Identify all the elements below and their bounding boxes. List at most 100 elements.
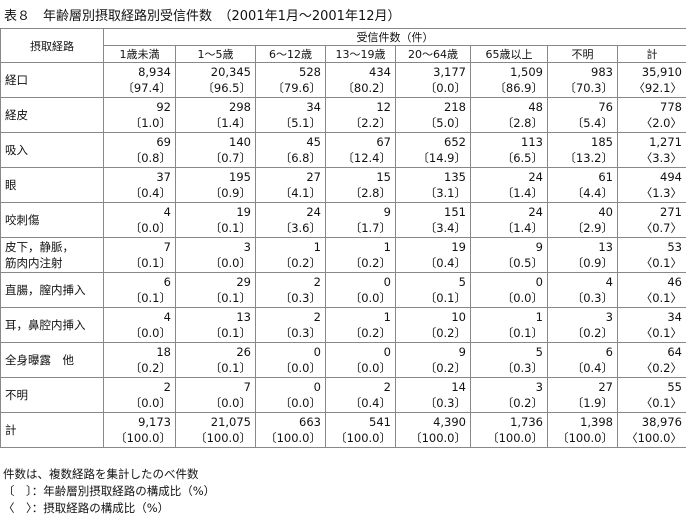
cell: 4 〔0.0〕 xyxy=(103,307,176,343)
ratio: 〔4.4〕 xyxy=(571,186,613,200)
cell: 20,345 〔96.5〕 xyxy=(175,62,256,98)
count: 37 xyxy=(156,170,171,184)
ratio: 〔0.4〕 xyxy=(571,361,613,375)
count: 652 xyxy=(444,135,466,149)
ratio: 〔0.1〕 xyxy=(424,291,466,305)
table-row: 全身曝露 他 18 〔0.2〕 26 〔0.1〕 0 〔0.0〕 0 〔0.0〕 9 〔0.2〕 5 〔… xyxy=(0,342,686,378)
corner-header: 摂取経路 xyxy=(0,28,104,63)
count: 140 xyxy=(229,135,251,149)
count: 151 xyxy=(444,205,466,219)
count: 0 xyxy=(313,345,321,359)
count: 663 xyxy=(299,415,321,429)
count: 1,271 xyxy=(649,135,682,149)
count: 135 xyxy=(444,170,466,184)
count: 26 xyxy=(236,345,251,359)
count: 271 xyxy=(660,205,682,219)
ratio: 〔2.9〕 xyxy=(571,221,613,235)
ratio: 〔0.1〕 xyxy=(209,326,251,340)
cell: 13 〔0.1〕 xyxy=(175,307,256,343)
ratio: 〔0.0〕 xyxy=(501,291,543,305)
count: 983 xyxy=(591,65,613,79)
row-label: 咬刺傷 xyxy=(0,202,104,238)
ratio: 〔0.2〕 xyxy=(571,326,613,340)
cell: 45 〔6.8〕 xyxy=(255,132,326,168)
count: 1,736 xyxy=(510,415,543,429)
cell: 2 〔0.0〕 xyxy=(103,377,176,413)
ratio: 〔1.7〕 xyxy=(349,221,391,235)
cell: 18 〔0.2〕 xyxy=(103,342,176,378)
cell: 9 〔1.7〕 xyxy=(325,202,396,238)
count: 19 xyxy=(236,205,251,219)
count: 2 xyxy=(383,380,391,394)
count: 13 xyxy=(236,310,251,324)
cell: 663 〔100.0〕 xyxy=(255,412,326,448)
count: 195 xyxy=(229,170,251,184)
ratio: 〔0.0〕 xyxy=(279,396,321,410)
ratio: 〔1.0〕 xyxy=(129,116,171,130)
ratio: 〔100.0〕 xyxy=(335,431,391,445)
cell: 24 〔1.4〕 xyxy=(470,167,548,203)
cell: 76 〔5.4〕 xyxy=(547,97,618,133)
cell: 5 〔0.3〕 xyxy=(470,342,548,378)
ratio: 〔3.4〕 xyxy=(424,221,466,235)
cell: 135 〔3.1〕 xyxy=(395,167,471,203)
cell: 4,390 〔100.0〕 xyxy=(395,412,471,448)
count: 2 xyxy=(313,275,321,289)
row-label: 全身曝露 他 xyxy=(0,342,104,378)
count: 35,910 xyxy=(641,65,682,79)
ratio: 〔100.0〕 xyxy=(557,431,613,445)
count: 92 xyxy=(156,100,171,114)
cell: 67 〔12.4〕 xyxy=(325,132,396,168)
count: 53 xyxy=(667,240,682,254)
ratio: 〔12.4〕 xyxy=(342,151,391,165)
count: 1,509 xyxy=(510,65,543,79)
column-header: 20～64歳 xyxy=(395,45,471,63)
cell: 34 〈0.1〉 xyxy=(617,307,686,343)
cell: 3 〔0.0〕 xyxy=(175,237,256,273)
count: 24 xyxy=(528,170,543,184)
cell: 8,934 〔97.4〕 xyxy=(103,62,176,98)
column-header: 13～19歳 xyxy=(325,45,396,63)
ratio: 〔0.0〕 xyxy=(129,396,171,410)
count: 1 xyxy=(535,310,543,324)
count: 0 xyxy=(313,380,321,394)
count: 5 xyxy=(535,345,543,359)
ratio: 〈0.7〉 xyxy=(640,221,682,235)
cell: 195 〔0.9〕 xyxy=(175,167,256,203)
cell: 29 〔0.1〕 xyxy=(175,272,256,308)
cell: 19 〔0.1〕 xyxy=(175,202,256,238)
count: 19 xyxy=(451,240,466,254)
count: 528 xyxy=(299,65,321,79)
cell: 38,976 〈100.0〉 xyxy=(617,412,686,448)
count: 1,398 xyxy=(580,415,613,429)
table-row: 計 9,173 〔100.0〕 21,075 〔100.0〕 663 〔100.0〕 541 〔… xyxy=(0,412,686,448)
ratio: 〈0.2〉 xyxy=(640,361,682,375)
cell: 13 〔0.9〕 xyxy=(547,237,618,273)
note: 〔 〕：年齢層別摂取経路の構成比（%） xyxy=(3,484,216,498)
count: 113 xyxy=(521,135,543,149)
table-row: 経口 8,934 〔97.4〕 20,345 〔96.5〕 528 〔79.6〕 434 〔80… xyxy=(0,62,686,98)
ratio: 〔97.4〕 xyxy=(122,81,171,95)
cell: 27 〔1.9〕 xyxy=(547,377,618,413)
group-header: 受信件数（件） xyxy=(103,28,686,46)
cell: 1,509 〔86.9〕 xyxy=(470,62,548,98)
ratio: 〔0.9〕 xyxy=(571,256,613,270)
ratio: 〔0.0〕 xyxy=(349,361,391,375)
table-row: 不明 2 〔0.0〕 7 〔0.0〕 0 〔0.0〕 2 〔0.4〕 14 〔0.3〕 3 〔0.2〕 2… xyxy=(0,377,686,413)
notes: 件数は、複数経路を集計したのべ件数〔 〕：年齢層別摂取経路の構成比（%） 〈 〉：… xyxy=(3,466,215,517)
cell: 1,271 〈3.3〉 xyxy=(617,132,686,168)
column-header: 65歳以上 xyxy=(470,45,548,63)
cell: 151 〔3.4〕 xyxy=(395,202,471,238)
ratio: 〔0.3〕 xyxy=(571,291,613,305)
ratio: 〔100.0〕 xyxy=(195,431,251,445)
cell: 21,075 〔100.0〕 xyxy=(175,412,256,448)
ratio: 〔86.9〕 xyxy=(494,81,543,95)
count: 1 xyxy=(313,240,321,254)
ratio: 〔0.0〕 xyxy=(349,291,391,305)
ratio: 〔0.2〕 xyxy=(349,326,391,340)
cell: 434 〔80.2〕 xyxy=(325,62,396,98)
ratio: 〔100.0〕 xyxy=(487,431,543,445)
cell: 2 〔0.3〕 xyxy=(255,307,326,343)
count: 64 xyxy=(667,345,682,359)
row-label: 直腸，膣内挿入 xyxy=(0,272,104,308)
